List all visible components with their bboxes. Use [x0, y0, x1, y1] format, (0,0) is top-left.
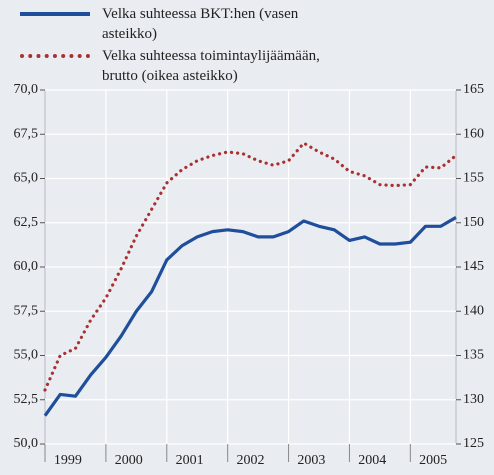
x-tick-label: 1999: [54, 453, 82, 468]
y2-tick-label: 155: [463, 171, 484, 186]
y2-tick-label: 130: [463, 392, 484, 407]
legend-label: Velka suhteessa BKT:hen (vasen asteikko): [102, 6, 299, 42]
legend: Velka suhteessa BKT:hen (vasen asteikko)…: [20, 4, 350, 88]
legend-swatch: [20, 4, 90, 24]
y-tick-label: 65,0: [14, 171, 39, 186]
x-tick-label: 2000: [115, 453, 143, 468]
x-tick-label: 2005: [419, 453, 447, 468]
y-tick-label: 60,0: [14, 259, 39, 274]
y-tick-label: 52,5: [14, 392, 39, 407]
y2-tick-label: 145: [463, 259, 484, 274]
legend-line: [20, 12, 90, 16]
y2-tick-label: 140: [463, 303, 484, 318]
y-tick-label: 70,0: [14, 82, 39, 97]
legend-swatch: [20, 46, 90, 66]
x-tick-label: 2004: [358, 453, 386, 468]
y-tick-label: 50,0: [14, 436, 39, 451]
legend-label: Velka suhteessa toimintaylijäämään, brut…: [102, 48, 320, 84]
legend-line: [20, 54, 90, 58]
series-line: [43, 141, 458, 392]
legend-entry: Velka suhteessa toimintaylijäämään, brut…: [20, 46, 350, 86]
series-line: [43, 216, 457, 417]
y2-tick-label: 135: [463, 348, 484, 363]
y-tick-label: 62,5: [14, 215, 39, 230]
x-tick-label: 2001: [176, 453, 204, 468]
y2-tick-label: 125: [463, 436, 484, 451]
x-tick-label: 2002: [237, 453, 265, 468]
x-tick-label: 2003: [297, 453, 325, 468]
y2-tick-label: 160: [463, 126, 484, 141]
y-tick-label: 57,5: [14, 303, 39, 318]
y2-tick-label: 165: [463, 82, 484, 97]
legend-entry: Velka suhteessa BKT:hen (vasen asteikko): [20, 4, 350, 44]
y-tick-label: 55,0: [14, 348, 39, 363]
y-tick-label: 67,5: [14, 126, 39, 141]
y2-tick-label: 150: [463, 215, 484, 230]
